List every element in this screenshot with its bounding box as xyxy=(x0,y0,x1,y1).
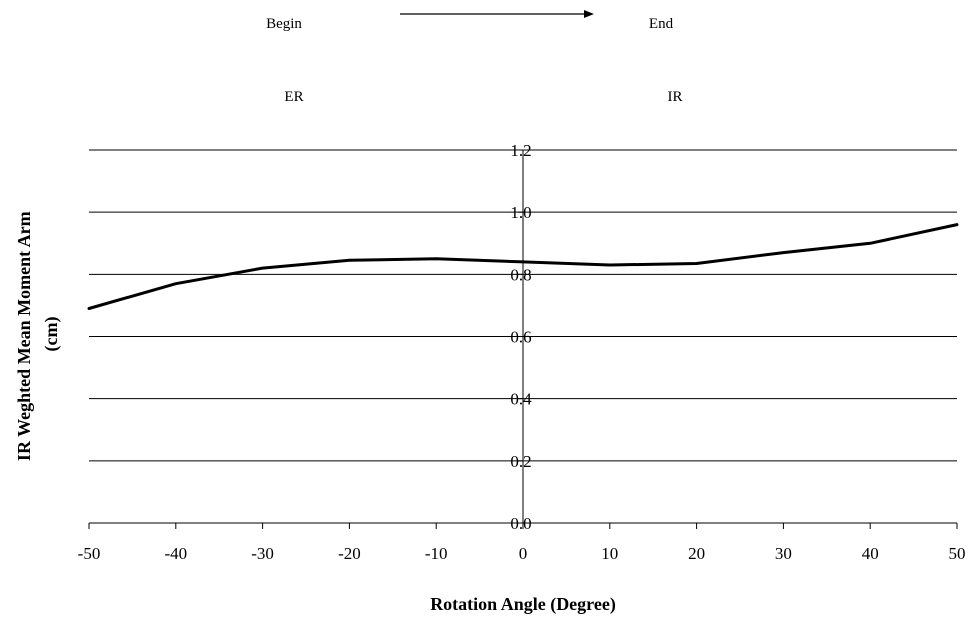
data-point xyxy=(782,251,785,254)
x-tick-label: 40 xyxy=(862,544,879,563)
x-tick-label: -10 xyxy=(425,544,448,563)
data-point xyxy=(869,242,872,245)
x-tick-label: -40 xyxy=(164,544,187,563)
y-axis-title: IR Weghted Mean Moment Arm (cm) xyxy=(14,207,62,461)
x-tick-label: 50 xyxy=(949,544,966,563)
begin-label: Begin xyxy=(266,16,302,32)
data-point xyxy=(955,223,959,226)
ir-label: IR xyxy=(668,89,683,105)
y-tick-label: 0.4 xyxy=(510,390,532,409)
data-point xyxy=(87,307,91,310)
end-label: End xyxy=(649,16,674,32)
x-ticks xyxy=(88,149,958,529)
y-axis-title-line-2: (cm) xyxy=(41,317,62,352)
x-tick-label: 10 xyxy=(601,544,618,563)
y-tick-label: 0.0 xyxy=(510,514,531,533)
x-tick-labels: -50 -40 -30 -20 -10 0 10 20 30 40 50 xyxy=(78,544,966,563)
x-tick-label: -50 xyxy=(78,544,101,563)
y-axis-title-line-1: IR Weghted Mean Moment Arm xyxy=(14,211,34,461)
y-tick-labels: 0.0 0.2 0.4 0.6 0.8 1.0 1.2 xyxy=(510,141,532,533)
x-tick-label: 20 xyxy=(688,544,705,563)
data-point xyxy=(695,262,698,265)
y-tick-label: 1.0 xyxy=(510,203,531,222)
er-label: ER xyxy=(284,89,303,105)
arrow-head-icon xyxy=(584,10,594,18)
x-tick-label: -20 xyxy=(338,544,361,563)
data-point xyxy=(608,263,611,267)
y-tick-label: 0.2 xyxy=(510,452,531,471)
data-point xyxy=(348,259,351,262)
x-tick-label: 0 xyxy=(519,544,528,563)
x-tick-label: -30 xyxy=(251,544,274,563)
data-point xyxy=(435,257,438,260)
y-tick-label: 0.6 xyxy=(510,328,531,347)
y-tick-label: 1.2 xyxy=(510,141,531,160)
x-axis-title: Rotation Angle (Degree) xyxy=(430,594,616,615)
series-layer xyxy=(87,223,959,310)
data-point xyxy=(261,266,264,270)
y-tick-label: 0.8 xyxy=(510,265,531,284)
x-tick-label: 30 xyxy=(775,544,792,563)
data-point xyxy=(174,282,177,285)
data-point xyxy=(521,260,525,264)
